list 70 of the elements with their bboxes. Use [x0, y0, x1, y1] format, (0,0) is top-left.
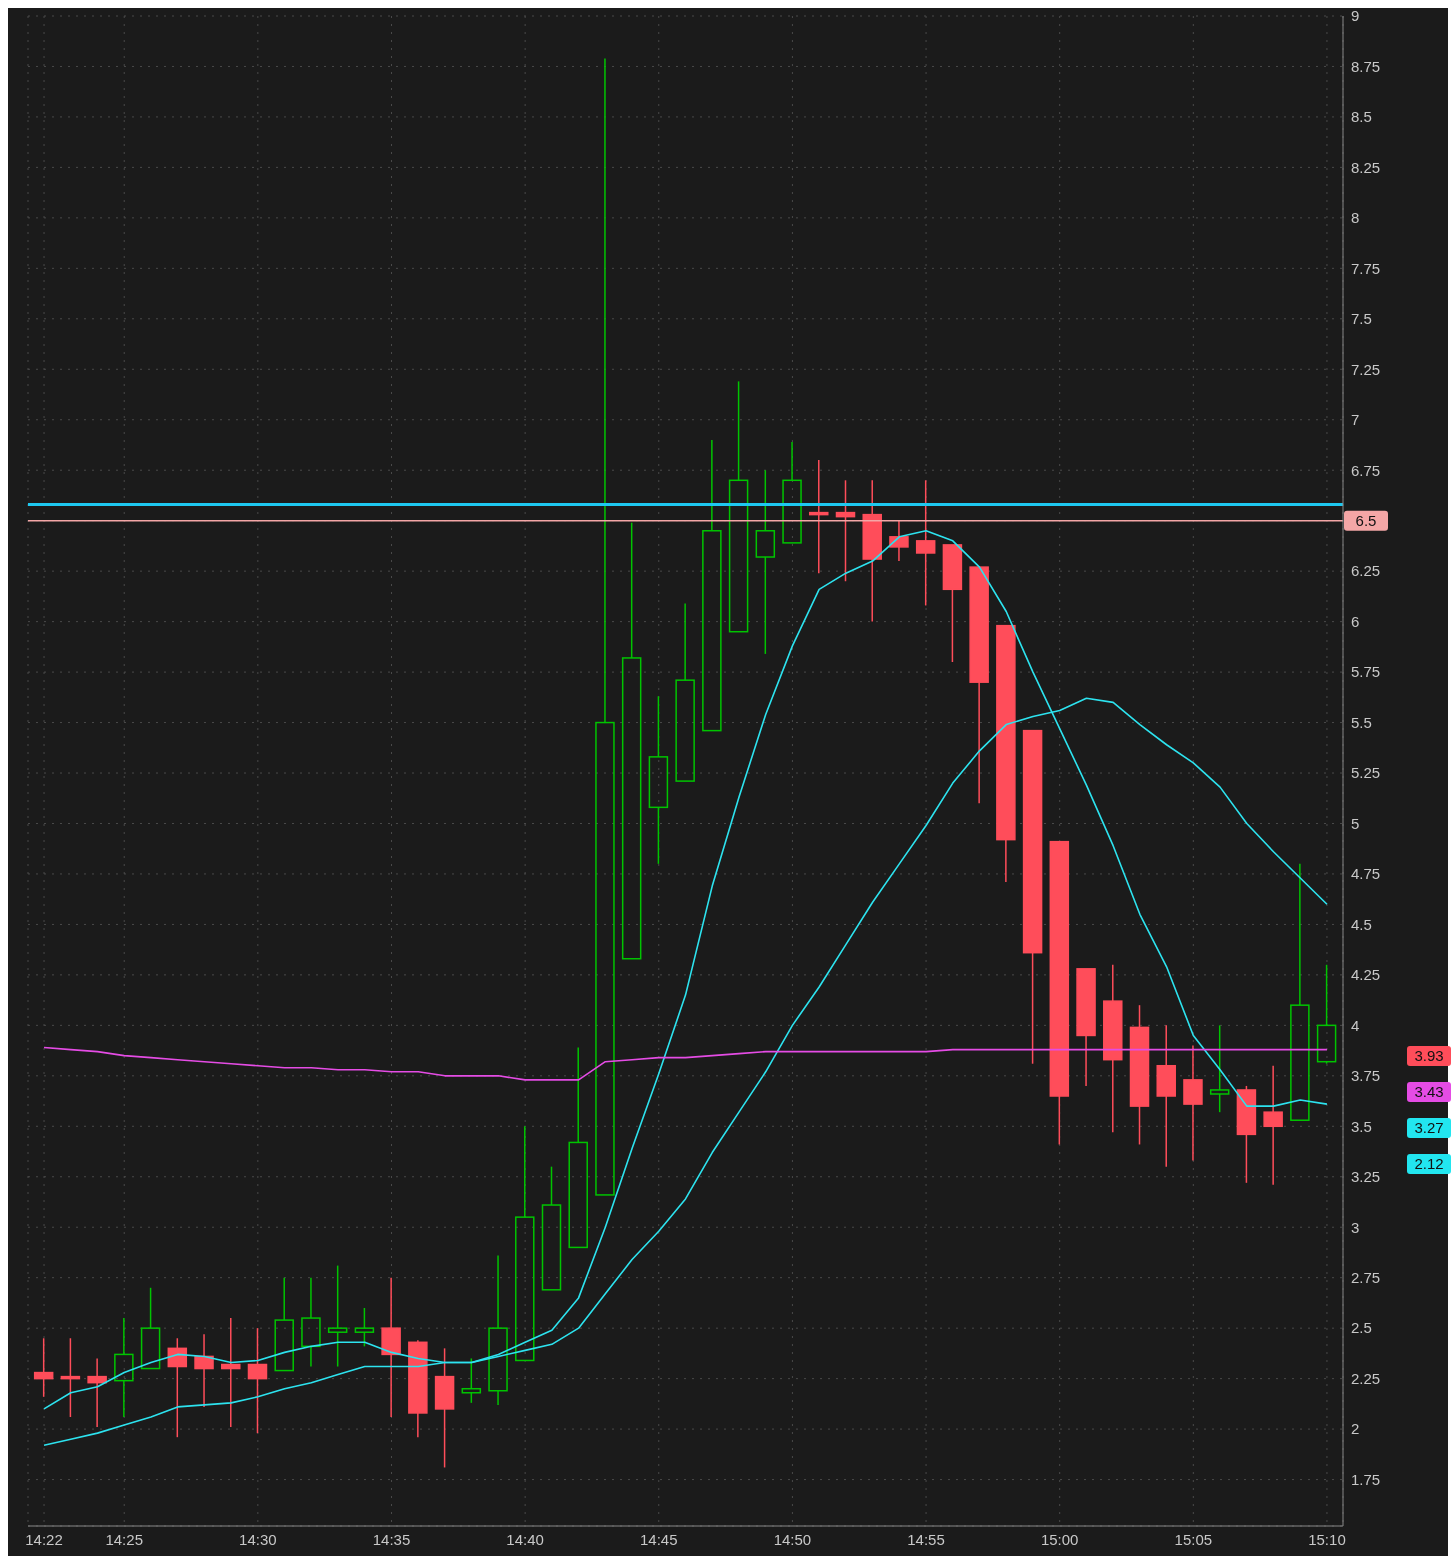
y-tick-label: 2.5: [1351, 1319, 1372, 1337]
candlestick: [835, 479, 856, 582]
candlestick: [862, 479, 882, 623]
candlestick: [488, 1254, 508, 1406]
ref-line-label: 6.5: [1355, 511, 1377, 529]
y-tick-label: 2.25: [1351, 1369, 1381, 1387]
y-tick-label: 2: [1351, 1420, 1360, 1438]
y-tick-label: 3.25: [1351, 1168, 1381, 1186]
x-tick-label: 14:45: [640, 1530, 678, 1548]
text: 3.43: [1414, 1083, 1444, 1100]
x-tick-label: 14:22: [25, 1530, 63, 1548]
x-tick-label: 14:35: [372, 1530, 411, 1548]
candlestick: [1209, 1024, 1230, 1113]
y-tick-label: 5.25: [1351, 764, 1381, 782]
y-tick-label: 6: [1351, 612, 1360, 630]
y-tick-label: 4: [1351, 1016, 1360, 1034]
candlestick: [247, 1327, 268, 1434]
candlestick: [915, 479, 936, 607]
candlestick: [889, 519, 909, 562]
y-tick-label: 3.75: [1351, 1067, 1381, 1085]
y-tick-label: 7: [1351, 411, 1360, 429]
y-tick-label: 3.5: [1351, 1117, 1372, 1135]
y-tick-label: 2.75: [1351, 1269, 1381, 1287]
y-tick-label: 8.25: [1351, 158, 1381, 176]
x-tick-label: 14:50: [773, 1530, 812, 1548]
candlestick: [381, 1276, 401, 1418]
y-tick-label: 9: [1351, 7, 1360, 25]
candlestick: [1129, 1004, 1150, 1146]
candlestick: [1263, 1064, 1283, 1186]
candlestick: [434, 1347, 455, 1469]
y-tick-label: 7.25: [1351, 360, 1381, 378]
y-tick-label: 8: [1351, 209, 1360, 227]
y-tick-label: 3: [1351, 1218, 1360, 1236]
candlestick: [1103, 964, 1123, 1134]
y-tick-label: 5.5: [1351, 713, 1372, 731]
x-tick-label: 14:55: [907, 1530, 945, 1548]
y-tick-label: 8.5: [1351, 108, 1372, 126]
text: 2.12: [1414, 1155, 1444, 1172]
y-tick-label: 4.25: [1351, 966, 1381, 984]
y-tick-label: 6.25: [1351, 562, 1381, 580]
candlestick: [648, 695, 669, 865]
text: 3.93: [1414, 1047, 1444, 1064]
candlestick: [755, 469, 776, 655]
y-tick-label: 7.5: [1351, 310, 1372, 328]
y-tick-label: 4.75: [1351, 865, 1381, 883]
x-tick-label: 14:40: [506, 1530, 544, 1548]
y-tick-label: 6.75: [1351, 461, 1381, 479]
x-tick-label: 15:10: [1308, 1530, 1346, 1548]
candlestick: [327, 1264, 348, 1368]
candlestick: [408, 1339, 428, 1438]
y-tick-label: 1.75: [1351, 1470, 1381, 1488]
x-tick-label: 15:05: [1174, 1530, 1213, 1548]
text: 3.27: [1414, 1119, 1444, 1136]
candlestick: [1183, 1044, 1203, 1162]
y-tick-label: 7.75: [1351, 259, 1381, 277]
x-tick-label: 14:30: [239, 1530, 277, 1548]
y-tick-label: 4.5: [1351, 915, 1372, 933]
candlestick: [114, 1317, 134, 1418]
candlestick: [301, 1276, 321, 1368]
candlestick: [194, 1333, 214, 1408]
y-tick-label: 8.75: [1351, 57, 1381, 75]
candlestick: [1156, 1024, 1176, 1168]
x-tick-label: 14:25: [105, 1530, 143, 1548]
candlestick: [809, 459, 829, 574]
y-tick-label: 5.75: [1351, 663, 1381, 681]
y-tick-label: 5: [1351, 814, 1360, 832]
candlestick: [221, 1317, 241, 1428]
x-tick-label: 15:00: [1040, 1530, 1079, 1548]
candlestick: [87, 1357, 107, 1428]
candlestick: [33, 1337, 54, 1398]
